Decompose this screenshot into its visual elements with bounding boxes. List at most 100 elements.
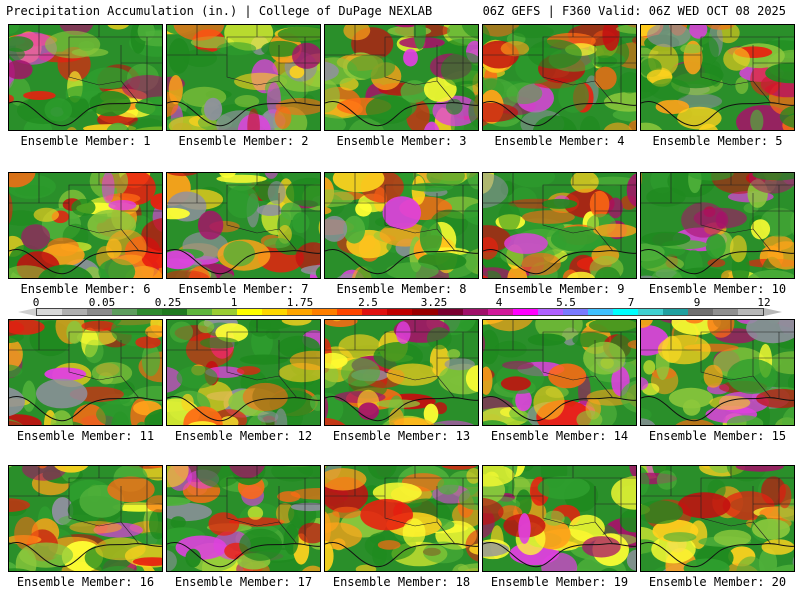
colorbar <box>36 308 764 316</box>
colorbar-swatch <box>237 309 263 315</box>
colorbar-min-arrow <box>18 308 36 316</box>
ensemble-member-map <box>166 172 321 279</box>
colorbar-swatch <box>187 309 213 315</box>
ensemble-member-label: Ensemble Member: 6 <box>20 282 151 296</box>
coastline <box>9 396 162 422</box>
ensemble-member-label: Ensemble Member: 10 <box>648 282 787 296</box>
colorbar-swatch <box>362 309 388 315</box>
ensemble-member-map <box>166 24 321 131</box>
state-borders <box>483 173 636 252</box>
ensemble-member-map <box>324 465 479 572</box>
colorbar-swatch <box>687 309 713 315</box>
colorbar-swatch <box>737 309 763 315</box>
ensemble-member-label: Ensemble Member: 3 <box>336 134 467 148</box>
colorbar-swatch <box>412 309 438 315</box>
ensemble-member-label: Ensemble Member: 2 <box>178 134 309 148</box>
state-borders <box>483 320 636 399</box>
colorbar-tick-label: 9 <box>693 296 701 309</box>
precip-field <box>641 173 794 278</box>
precip-field <box>167 173 320 278</box>
colorbar-swatch <box>62 309 88 315</box>
ensemble-member-map <box>482 172 637 279</box>
colorbar-swatch <box>212 309 238 315</box>
state-borders <box>641 25 794 104</box>
precip-field <box>167 25 320 130</box>
colorbar-swatch <box>137 309 163 315</box>
colorbar-swatch <box>612 309 638 315</box>
precip-field <box>483 25 636 130</box>
precip-field <box>9 466 162 571</box>
state-borders <box>325 173 478 252</box>
colorbar-swatch <box>387 309 413 315</box>
coastline <box>641 249 794 275</box>
ensemble-member-map <box>640 319 795 426</box>
precip-field <box>167 466 320 571</box>
ensemble-member-map <box>482 24 637 131</box>
coastline <box>167 542 320 568</box>
coastline <box>325 396 478 422</box>
colorbar-swatch <box>587 309 613 315</box>
state-borders <box>9 25 162 104</box>
ensemble-member-map <box>482 319 637 426</box>
coastline <box>325 542 478 568</box>
ensemble-member-label: Ensemble Member: 4 <box>494 134 625 148</box>
precip-field <box>167 320 320 425</box>
ensemble-member-label: Ensemble Member: 7 <box>178 282 309 296</box>
colorbar-swatch <box>487 309 513 315</box>
colorbar-tick-label: 0.05 <box>88 296 116 309</box>
coastline <box>483 396 636 422</box>
coastline <box>9 101 162 127</box>
ensemble-member-label: Ensemble Member: 13 <box>332 429 471 443</box>
colorbar-swatch <box>37 309 63 315</box>
coastline <box>325 101 478 127</box>
colorbar-swatch <box>462 309 488 315</box>
coastline <box>167 249 320 275</box>
ensemble-member-map <box>324 319 479 426</box>
precip-field <box>641 466 794 571</box>
colorbar-swatch <box>262 309 288 315</box>
coastline <box>167 101 320 127</box>
precip-field <box>483 320 636 425</box>
state-borders <box>9 320 162 399</box>
colorbar-tick-label: 1.75 <box>286 296 314 309</box>
ensemble-member-label: Ensemble Member: 15 <box>648 429 787 443</box>
chart-title: Precipitation Accumulation (in.) | Colle… <box>6 4 433 18</box>
state-borders <box>167 25 320 104</box>
colorbar-swatch <box>562 309 588 315</box>
ensemble-member-label: Ensemble Member: 17 <box>174 575 313 589</box>
ensemble-member-map <box>640 465 795 572</box>
precip-field <box>641 25 794 130</box>
precip-field <box>325 466 478 571</box>
ensemble-member-map <box>640 24 795 131</box>
colorbar-swatch <box>512 309 538 315</box>
coastline <box>641 542 794 568</box>
colorbar-swatch <box>337 309 363 315</box>
model-run-info: 06Z GEFS | F360 Valid: 06Z WED OCT 08 20… <box>482 4 786 18</box>
state-borders <box>641 173 794 252</box>
precip-field <box>325 320 478 425</box>
state-borders <box>9 466 162 545</box>
coastline <box>641 101 794 127</box>
coastline <box>483 101 636 127</box>
state-borders <box>167 466 320 545</box>
ensemble-member-label: Ensemble Member: 16 <box>16 575 155 589</box>
colorbar-swatch <box>312 309 338 315</box>
colorbar-swatch <box>437 309 463 315</box>
state-borders <box>641 320 794 399</box>
ensemble-member-map <box>640 172 795 279</box>
ensemble-member-label: Ensemble Member: 9 <box>494 282 625 296</box>
state-borders <box>167 173 320 252</box>
state-borders <box>641 466 794 545</box>
colorbar-swatch <box>87 309 113 315</box>
precip-field <box>641 320 794 425</box>
coastline <box>167 396 320 422</box>
colorbar-swatch <box>662 309 688 315</box>
colorbar-swatch <box>537 309 563 315</box>
colorbar-swatch <box>162 309 188 315</box>
colorbar-tick-labels: 0 0.05 0.25 1 1.75 2.5 3.25 4 5.5 7 9 12 <box>0 296 800 309</box>
state-borders <box>325 466 478 545</box>
ensemble-member-map <box>8 172 163 279</box>
ensemble-member-label: Ensemble Member: 5 <box>652 134 783 148</box>
ensemble-member-map <box>166 319 321 426</box>
colorbar-tick-label: 4 <box>495 296 503 309</box>
